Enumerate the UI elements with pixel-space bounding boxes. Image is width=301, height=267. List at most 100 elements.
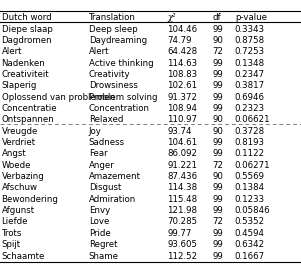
Text: Translation: Translation [89,13,136,22]
Text: 0.05846: 0.05846 [235,206,270,215]
Text: 87.436: 87.436 [167,172,197,181]
Text: 0.1348: 0.1348 [235,58,265,68]
Text: 0.8193: 0.8193 [235,138,265,147]
Text: 74.79: 74.79 [167,36,191,45]
Text: 99: 99 [212,229,223,238]
Text: Dutch word: Dutch word [2,13,51,22]
Text: 86.092: 86.092 [167,149,197,158]
Text: Active thinking: Active thinking [89,58,154,68]
Text: 99: 99 [212,206,223,215]
Text: Trots: Trots [2,229,22,238]
Text: 99: 99 [212,93,223,102]
Text: 0.6342: 0.6342 [235,240,265,249]
Text: 104.61: 104.61 [167,138,197,147]
Text: 99: 99 [212,252,223,261]
Text: Shame: Shame [89,252,119,261]
Text: Problem solving: Problem solving [89,93,157,102]
Text: 102.61: 102.61 [167,81,197,90]
Text: Concentratie: Concentratie [2,104,57,113]
Text: 112.52: 112.52 [167,252,197,261]
Text: Deep sleep: Deep sleep [89,25,138,34]
Text: 64.428: 64.428 [167,47,197,56]
Text: 99: 99 [212,58,223,68]
Text: 0.3728: 0.3728 [235,127,265,136]
Text: Creativiteit: Creativiteit [2,70,49,79]
Text: 121.98: 121.98 [167,206,197,215]
Text: Alert: Alert [89,47,109,56]
Text: Afgunst: Afgunst [2,206,35,215]
Text: Angst: Angst [2,149,26,158]
Text: Schaamte: Schaamte [2,252,45,261]
Text: 99: 99 [212,104,223,113]
Text: 0.5352: 0.5352 [235,217,265,226]
Text: Drowsiness: Drowsiness [89,81,138,90]
Text: Daydreaming: Daydreaming [89,36,147,45]
Text: 0.3343: 0.3343 [235,25,265,34]
Text: 99: 99 [212,149,223,158]
Text: 90: 90 [212,172,223,181]
Text: 70.285: 70.285 [167,217,197,226]
Text: 0.5569: 0.5569 [235,172,265,181]
Text: Amazement: Amazement [89,172,141,181]
Text: 99: 99 [212,81,223,90]
Text: 114.38: 114.38 [167,183,197,193]
Text: df: df [212,13,221,22]
Text: Pride: Pride [89,229,110,238]
Text: Admiration: Admiration [89,195,136,204]
Text: 0.6946: 0.6946 [235,93,265,102]
Text: 0.1384: 0.1384 [235,183,265,193]
Text: Dagdromen: Dagdromen [2,36,52,45]
Text: Spijt: Spijt [2,240,21,249]
Text: 0.06621: 0.06621 [235,115,270,124]
Text: 0.1233: 0.1233 [235,195,265,204]
Text: Fear: Fear [89,149,107,158]
Text: Liefde: Liefde [2,217,28,226]
Text: Anger: Anger [89,161,115,170]
Text: Creativity: Creativity [89,70,130,79]
Text: 108.83: 108.83 [167,70,197,79]
Text: Love: Love [89,217,109,226]
Text: 0.1122: 0.1122 [235,149,265,158]
Text: Verbazing: Verbazing [2,172,44,181]
Text: 99: 99 [212,195,223,204]
Text: 0.8758: 0.8758 [235,36,265,45]
Text: Bewondering: Bewondering [2,195,58,204]
Text: Joy: Joy [89,127,102,136]
Text: 93.74: 93.74 [167,127,191,136]
Text: 0.06271: 0.06271 [235,161,270,170]
Text: 0.4594: 0.4594 [235,229,265,238]
Text: Nadenken: Nadenken [2,58,45,68]
Text: 91.372: 91.372 [167,93,197,102]
Text: 108.94: 108.94 [167,104,197,113]
Text: 72: 72 [212,161,223,170]
Text: 0.2347: 0.2347 [235,70,265,79]
Text: 110.97: 110.97 [167,115,197,124]
Text: 93.605: 93.605 [167,240,197,249]
Text: Slaperig: Slaperig [2,81,37,90]
Text: Concentration: Concentration [89,104,150,113]
Text: Diepe slaap: Diepe slaap [2,25,52,34]
Text: Woede: Woede [2,161,31,170]
Text: 99: 99 [212,70,223,79]
Text: χ²: χ² [167,13,176,22]
Text: 90: 90 [212,36,223,45]
Text: Regret: Regret [89,240,117,249]
Text: Oplossend van problemen: Oplossend van problemen [2,93,115,102]
Text: 91.221: 91.221 [167,161,197,170]
Text: Relaxed: Relaxed [89,115,123,124]
Text: 115.48: 115.48 [167,195,197,204]
Text: 0.1667: 0.1667 [235,252,265,261]
Text: p-value: p-value [235,13,267,22]
Text: 99: 99 [212,183,223,193]
Text: Verdriet: Verdriet [2,138,36,147]
Text: 114.63: 114.63 [167,58,197,68]
Text: Envy: Envy [89,206,110,215]
Text: Sadness: Sadness [89,138,125,147]
Text: Afschuw: Afschuw [2,183,38,193]
Text: 72: 72 [212,47,223,56]
Text: 72: 72 [212,217,223,226]
Text: 90: 90 [212,127,223,136]
Text: 99: 99 [212,240,223,249]
Text: Disgust: Disgust [89,183,121,193]
Text: 99: 99 [212,138,223,147]
